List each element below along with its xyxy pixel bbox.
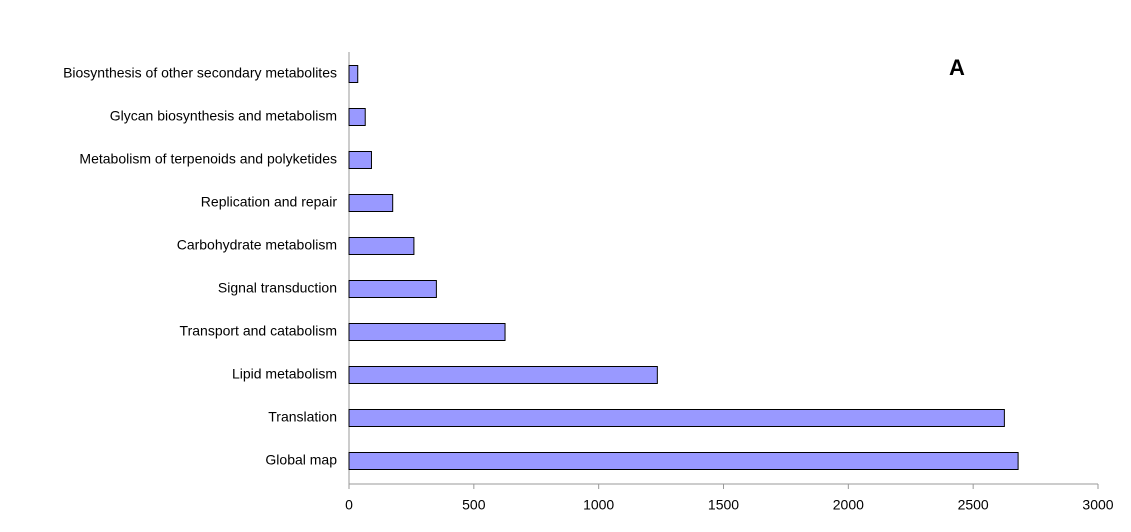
- x-tick-label: 1500: [708, 497, 739, 513]
- x-tick-label: 2500: [958, 497, 989, 513]
- bar: [348, 151, 372, 169]
- y-tick-label: Glycan biosynthesis and metabolism: [110, 108, 337, 124]
- y-tick-label: Translation: [268, 409, 337, 425]
- bar: [348, 194, 394, 212]
- bar: [348, 452, 1019, 470]
- bar: [348, 65, 359, 83]
- y-tick-label: Transport and catabolism: [180, 323, 337, 339]
- y-tick-label: Metabolism of terpenoids and polyketides: [79, 151, 337, 167]
- y-tick-label: Signal transduction: [218, 280, 337, 296]
- bar: [348, 237, 415, 255]
- annotation: A: [949, 55, 965, 80]
- x-tick-label: 0: [345, 497, 353, 513]
- bar: [348, 280, 437, 298]
- y-tick-label: Lipid metabolism: [232, 366, 337, 382]
- y-tick-label: Replication and repair: [201, 194, 338, 210]
- x-tick-label: 500: [462, 497, 486, 513]
- x-tick-label: 1000: [583, 497, 614, 513]
- y-tick-label: Carbohydrate metabolism: [177, 237, 337, 253]
- x-tick-label: 3000: [1082, 497, 1113, 513]
- y-tick-label: Global map: [265, 452, 337, 468]
- bar: [348, 108, 366, 126]
- bar: [348, 323, 506, 341]
- bar: [348, 409, 1005, 427]
- bar: [348, 366, 658, 384]
- y-tick-label: Biosynthesis of other secondary metaboli…: [63, 65, 337, 81]
- x-tick-label: 2000: [833, 497, 864, 513]
